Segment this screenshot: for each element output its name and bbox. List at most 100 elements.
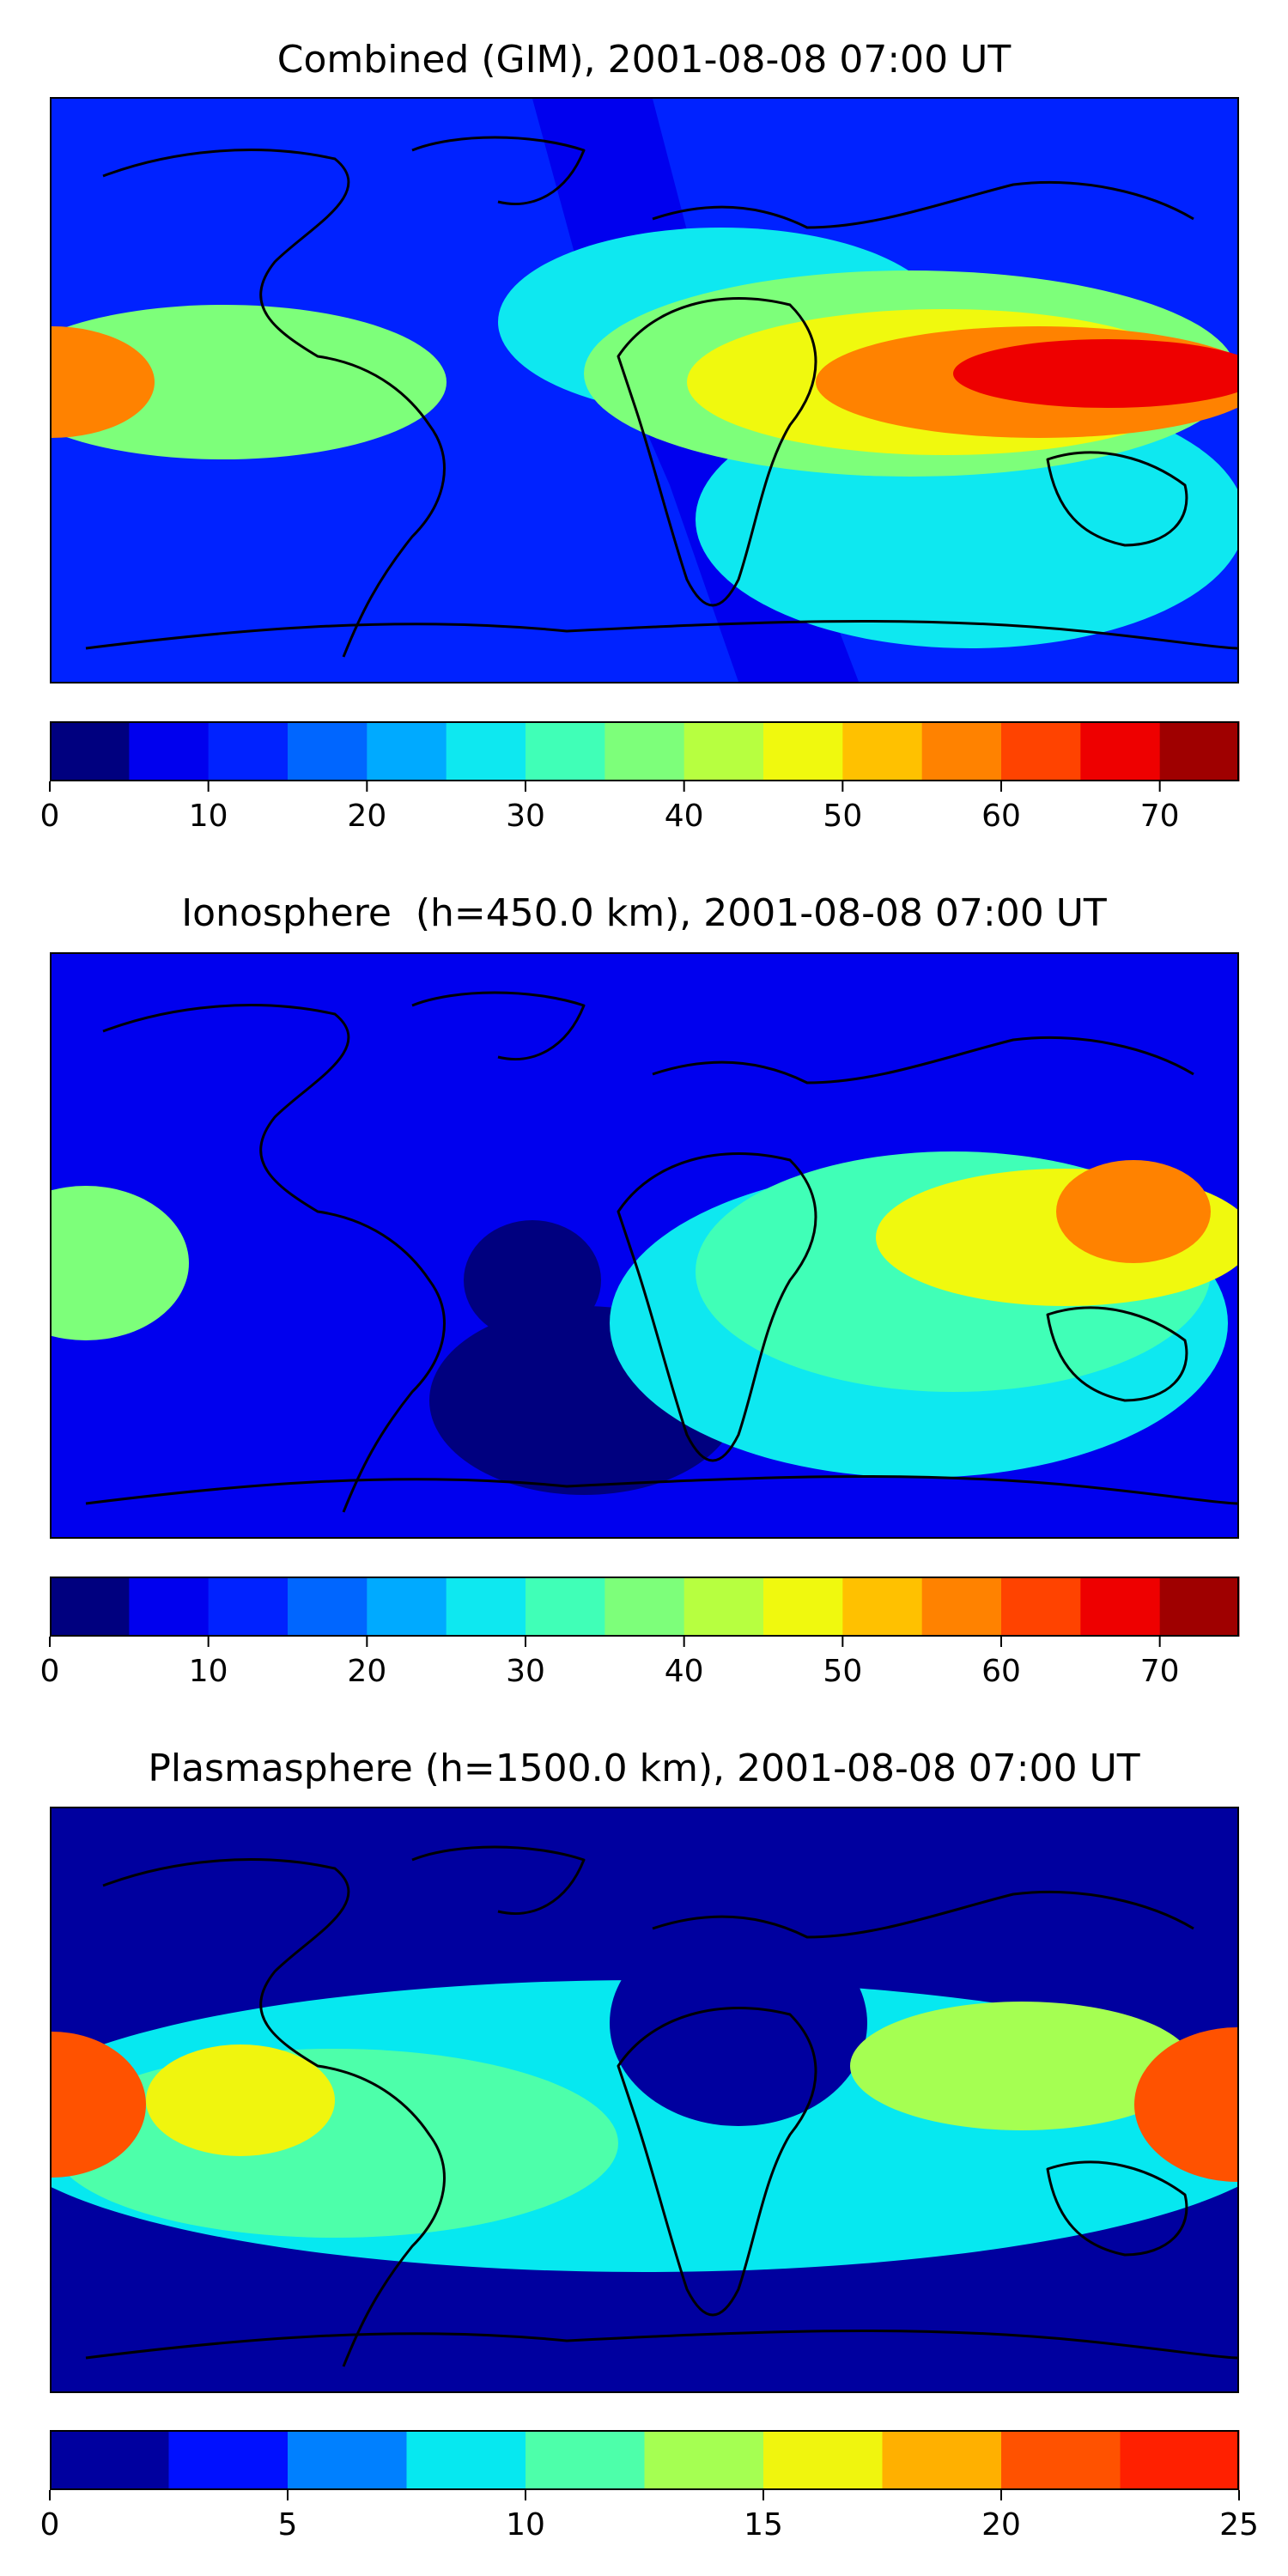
colorbar-segment — [1001, 2430, 1121, 2490]
colorbar-segment — [644, 2430, 764, 2490]
colorbar-segment — [446, 721, 526, 781]
colorbar-segment — [1159, 721, 1240, 781]
colorbar-segment — [1001, 1577, 1081, 1637]
colorbar-segment — [1120, 2430, 1240, 2490]
colorbar-segment — [683, 721, 764, 781]
colorbar-tick-label: 30 — [506, 799, 545, 834]
coastline — [1046, 451, 1188, 547]
contour-region — [52, 305, 447, 459]
colorbar-tick-label: 0 — [40, 1654, 60, 1689]
colorbar-segment — [842, 1577, 923, 1637]
colorbar-tick-label: 0 — [40, 799, 60, 834]
colorbar-tick-label: 0 — [40, 2507, 60, 2543]
colorbar-segment — [288, 721, 368, 781]
chart-title: Ionosphere (h=450.0 km), 2001-08-08 07:0… — [181, 891, 1107, 935]
colorbar-segment — [921, 1577, 1002, 1637]
coastline — [102, 149, 446, 658]
coastline — [1046, 1306, 1188, 1402]
colorbar-segment — [1159, 1577, 1240, 1637]
colorbar-segment — [129, 721, 210, 781]
coastline — [85, 1474, 1237, 1505]
chart-title: Plasmasphere (h=1500.0 km), 2001-08-08 0… — [148, 1747, 1140, 1790]
contour-map — [52, 99, 1237, 682]
coastline — [617, 297, 817, 607]
colorbar-segment — [526, 1577, 605, 1637]
colorbar-tick-label: 10 — [506, 2507, 545, 2543]
coastline — [102, 1858, 446, 2367]
colorbar-tick-label: 60 — [981, 1654, 1021, 1689]
colorbar-segment — [50, 2430, 169, 2490]
colorbar-segment — [1080, 1577, 1161, 1637]
colorbar-tick-label: 50 — [823, 799, 862, 834]
map-frame — [50, 97, 1239, 683]
colorbar-segment — [208, 721, 289, 781]
contour-map — [52, 954, 1237, 1537]
colorbar-tick-label: 10 — [189, 799, 228, 834]
colorbar-tick-label: 70 — [1140, 799, 1180, 834]
colorbar-frame — [50, 2430, 1239, 2490]
map-frame — [50, 952, 1239, 1539]
coastline — [652, 1036, 1194, 1084]
colorbar-tick-label: 40 — [665, 799, 704, 834]
colorbar-segment — [406, 2430, 526, 2490]
colorbar-segment — [1001, 721, 1081, 781]
colorbar-tick-label: 25 — [1219, 2507, 1259, 2543]
colorbar-segment — [882, 2430, 1002, 2490]
contour-region — [953, 339, 1237, 408]
colorbar-segment — [367, 721, 447, 781]
colorbar-segment — [921, 721, 1002, 781]
colorbar-segment — [50, 721, 130, 781]
contour-region — [1056, 1160, 1211, 1263]
colorbar: 0 10 20 30 40 50 60 70 — [40, 1577, 1240, 1689]
colorbar-tick-label: 60 — [981, 799, 1021, 834]
contour-region — [52, 2032, 146, 2178]
contour-region — [1134, 2027, 1237, 2182]
colorbar-tick-label: 70 — [1140, 1654, 1180, 1689]
colorbar-segment — [208, 1577, 289, 1637]
map-frame — [50, 1807, 1239, 2393]
chart-title: Combined (GIM), 2001-08-08 07:00 UT — [276, 38, 1012, 82]
colorbar-tick-label: 20 — [347, 1654, 386, 1689]
colorbar-segment — [763, 721, 843, 781]
colorbar-segment — [1080, 721, 1161, 781]
contour-map — [52, 1808, 1237, 2391]
coastline — [85, 619, 1237, 650]
colorbar-segment — [605, 721, 685, 781]
colorbar-tick-label: 30 — [506, 1654, 545, 1689]
colorbar-segment — [367, 1577, 447, 1637]
coastline — [411, 991, 586, 1060]
colorbar-segment — [50, 1577, 130, 1637]
coastline — [85, 2329, 1237, 2360]
colorbar-tick-label: 15 — [744, 2507, 783, 2543]
colorbar-segment — [763, 2430, 883, 2490]
coastline — [652, 1890, 1194, 1939]
contour-region — [52, 1186, 189, 1340]
coastline — [411, 136, 586, 205]
colorbar: 0 10 20 30 40 50 60 70 — [40, 721, 1240, 834]
colorbar-tick-label: 10 — [189, 1654, 228, 1689]
coastline — [102, 1004, 446, 1513]
colorbar-tick-label: 20 — [981, 2507, 1021, 2543]
colorbar-tick-label: 20 — [347, 799, 386, 834]
colorbar-segment — [683, 1577, 764, 1637]
colorbar-frame — [50, 721, 1239, 781]
coastline — [652, 180, 1194, 229]
colorbar-segment — [129, 1577, 210, 1637]
colorbar-segment — [288, 1577, 368, 1637]
coastline — [411, 1845, 586, 1915]
colorbar-segment — [842, 721, 923, 781]
colorbar-tick-label: 40 — [665, 1654, 704, 1689]
contour-region — [610, 1920, 867, 2126]
colorbar-segment — [168, 2430, 289, 2490]
contour-region — [850, 2002, 1194, 2130]
colorbar-segment — [288, 2430, 407, 2490]
contour-region — [52, 326, 155, 438]
colorbar-tick-label: 5 — [278, 2507, 298, 2543]
colorbar-segment — [763, 1577, 843, 1637]
coastline — [1046, 2160, 1188, 2257]
coastline — [617, 2007, 817, 2317]
colorbar-tick-label: 50 — [823, 1654, 862, 1689]
colorbar-segment — [526, 721, 605, 781]
contour-region — [464, 1220, 601, 1340]
contour-region — [146, 2044, 335, 2156]
